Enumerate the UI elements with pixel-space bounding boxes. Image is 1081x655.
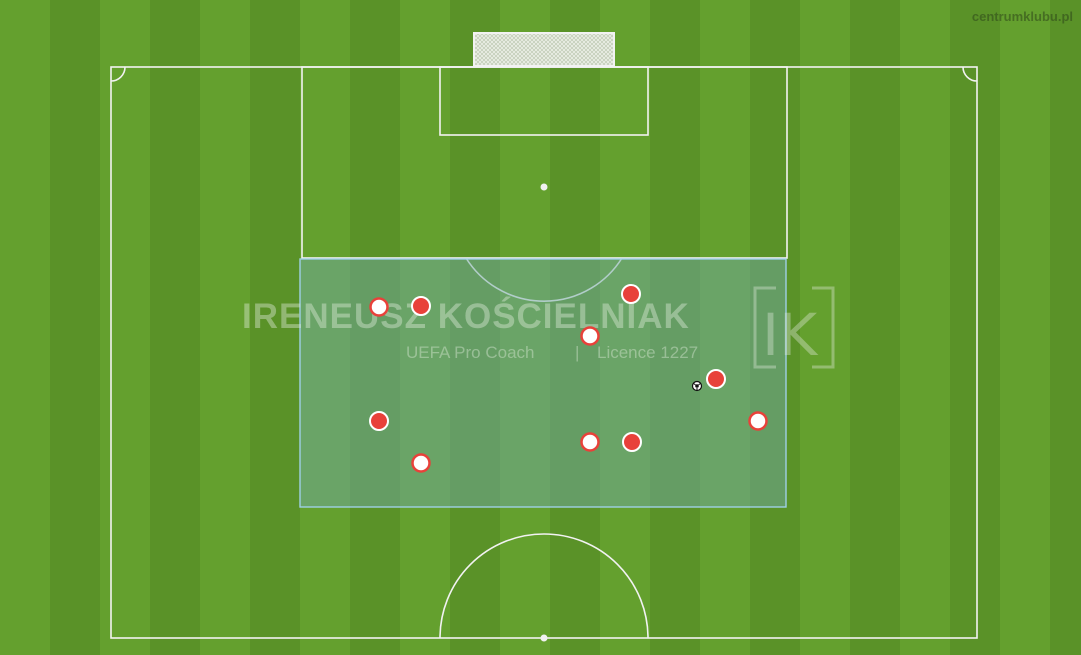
red-player-5[interactable] — [622, 432, 642, 452]
white-player-5[interactable] — [580, 432, 600, 452]
white-player-1[interactable] — [369, 297, 389, 317]
red-player-2[interactable] — [621, 284, 641, 304]
watermark-subtitle-right: Licence 1227 — [597, 343, 698, 362]
site-label: centrumklubu.pl — [971, 9, 1073, 24]
watermark-name: IRENEUSZ KOŚCIELNIAK — [242, 296, 690, 336]
penalty-spot — [540, 183, 548, 191]
red-player-3[interactable] — [706, 369, 726, 389]
goal-net — [473, 32, 615, 67]
corner-arc-right — [962, 66, 978, 82]
soccer-ball-icon[interactable] — [691, 380, 703, 392]
goal-area — [439, 66, 649, 136]
center-circle — [439, 533, 649, 639]
red-player-4[interactable] — [369, 411, 389, 431]
center-spot — [540, 634, 548, 642]
watermark-subtitle-separator: | — [575, 343, 579, 362]
red-player-1[interactable] — [411, 296, 431, 316]
white-player-4[interactable] — [411, 453, 431, 473]
corner-arc-left — [110, 66, 126, 82]
watermark-subtitle-left: UEFA Pro Coach — [406, 343, 535, 362]
watermark-logo: IK — [753, 286, 835, 369]
red-team — [369, 284, 726, 452]
white-player-3[interactable] — [748, 411, 768, 431]
watermark-logo-text: IK — [762, 301, 819, 369]
white-player-2[interactable] — [580, 326, 600, 346]
white-team — [369, 297, 768, 473]
